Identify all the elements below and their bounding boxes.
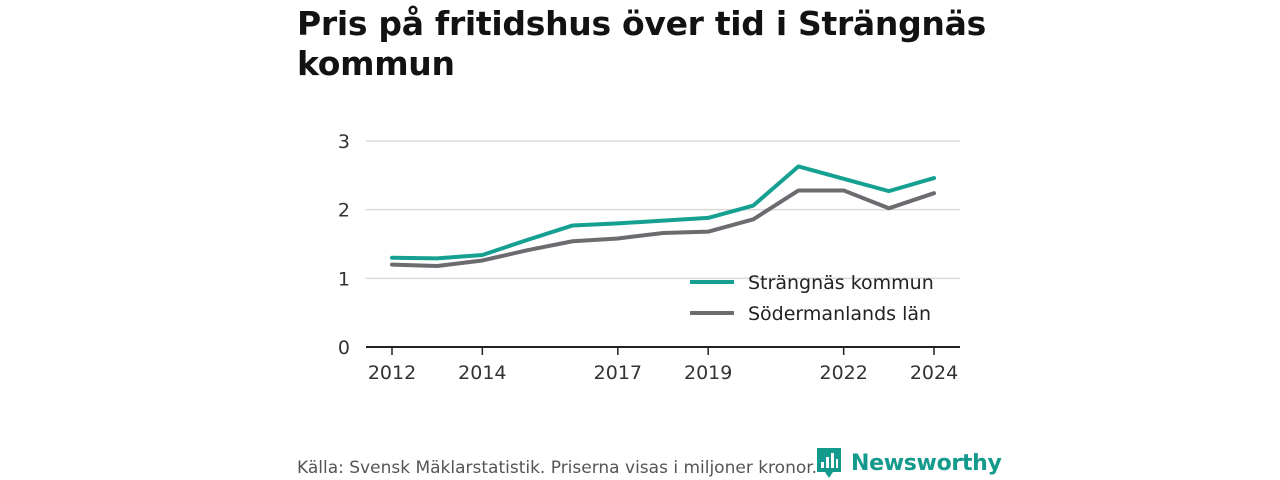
source-note: Källa: Svensk Mäklarstatistik. Priserna … [297, 458, 818, 478]
y-tick-label: 2 [338, 200, 350, 222]
y-tick-label: 1 [338, 268, 350, 290]
x-axis [366, 346, 960, 355]
x-axis-tick-labels: 2012 2014 2017 2019 2022 2024 [368, 362, 958, 384]
legend: Strängnäs kommun Södermanlands län [690, 272, 934, 325]
x-tick-label: 2024 [910, 362, 958, 384]
x-tick-label: 2012 [368, 362, 416, 384]
y-tick-label: 0 [338, 337, 350, 359]
legend-label: Strängnäs kommun [748, 272, 934, 294]
y-axis-tick-labels: 0 1 2 3 [338, 131, 350, 359]
brand-logo[interactable]: Newsworthy [815, 446, 1002, 480]
chart-title: Pris på fritidshus över tid i Strängnäs … [297, 4, 986, 83]
y-tick-label: 3 [338, 131, 350, 153]
series-line [390, 188, 936, 268]
x-tick-label: 2017 [594, 362, 642, 384]
x-tick-label: 2014 [458, 362, 506, 384]
grid-lines [366, 140, 960, 280]
newsworthy-logo-icon [817, 448, 841, 478]
legend-item: Södermanlands län [690, 303, 931, 325]
series-lines [390, 164, 936, 268]
x-tick-label: 2022 [819, 362, 867, 384]
legend-label: Södermanlands län [748, 303, 931, 325]
brand-name: Newsworthy [851, 450, 1002, 476]
legend-item: Strängnäs kommun [690, 272, 934, 294]
series-line [390, 164, 936, 261]
x-tick-label: 2019 [684, 362, 732, 384]
